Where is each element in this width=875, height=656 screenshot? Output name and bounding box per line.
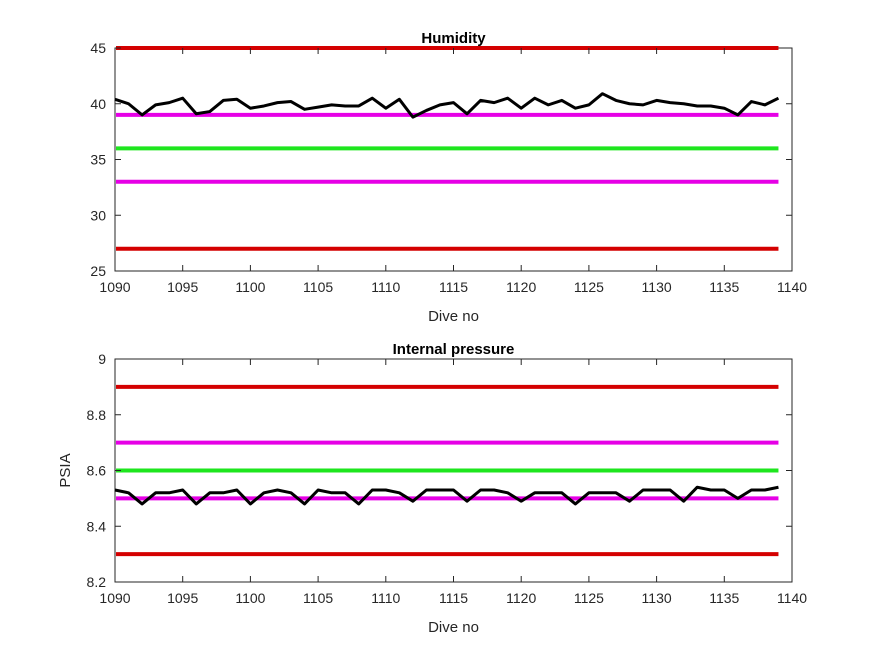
- humidity-plot-area: [114, 47, 793, 272]
- internal-pressure-x-tick-label: 1105: [303, 590, 333, 606]
- internal-pressure-x-tick-label: 1095: [167, 590, 198, 606]
- internal-pressure-x-axis-label: Dive no: [428, 619, 479, 636]
- humidity-series-line: [114, 92, 780, 119]
- internal-pressure-chart: 1090 1095 1100 1105 1110 1115 1120 1125 1130 1135…: [57, 341, 807, 636]
- internal-pressure-y-axis-label: PSIA: [57, 453, 74, 487]
- humidity-x-tick-label: 1100: [235, 279, 265, 295]
- humidity-y-tick-label: 35: [90, 152, 106, 168]
- internal-pressure-x-tick-label: 1090: [99, 590, 130, 606]
- internal-pressure-y-tick-label: 9: [98, 351, 106, 367]
- humidity-y-tick-label: 40: [90, 96, 106, 112]
- humidity-x-tick-label: 1130: [642, 279, 672, 295]
- internal-pressure-y-tick-label: 8.2: [87, 574, 107, 590]
- internal-pressure-y-tick-label: 8.4: [87, 518, 107, 534]
- internal-pressure-x-tick-label: 1135: [709, 590, 739, 606]
- internal-pressure-y-tick-label: 8.6: [87, 463, 107, 479]
- humidity-x-tick-label: 1140: [777, 279, 807, 295]
- internal-pressure-x-tick-label: 1110: [371, 590, 400, 606]
- humidity-x-tick-label: 1095: [167, 279, 198, 295]
- internal-pressure-x-tick-label: 1130: [642, 590, 672, 606]
- humidity-chart: 1090 1095 1100 1105 1110 1115 1120 1125 1130 1135…: [90, 30, 807, 325]
- humidity-x-tick-label: 1090: [99, 279, 130, 295]
- humidity-y-tick-label: 45: [90, 40, 106, 56]
- humidity-x-tick-label: 1135: [709, 279, 739, 295]
- humidity-y-tick-label: 30: [90, 207, 106, 223]
- humidity-title: Humidity: [421, 30, 486, 47]
- internal-pressure-x-tick-label: 1140: [777, 590, 807, 606]
- internal-pressure-x-tick-label: 1115: [439, 590, 468, 606]
- humidity-x-tick-label: 1120: [506, 279, 536, 295]
- internal-pressure-title: Internal pressure: [393, 341, 515, 358]
- internal-pressure-x-tick-label: 1125: [574, 590, 604, 606]
- humidity-x-tick-label: 1115: [439, 279, 468, 295]
- internal-pressure-y-tick-label: 8.8: [87, 407, 107, 423]
- internal-pressure-x-tick-label: 1100: [235, 590, 265, 606]
- humidity-y-tick-label: 25: [90, 263, 106, 279]
- internal-pressure-series-line: [114, 485, 779, 506]
- humidity-x-tick-label: 1125: [574, 279, 604, 295]
- humidity-x-tick-label: 1105: [303, 279, 333, 295]
- internal-pressure-x-tick-label: 1120: [506, 590, 536, 606]
- humidity-x-tick-label: 1110: [371, 279, 400, 295]
- humidity-x-axis-label: Dive no: [428, 308, 479, 325]
